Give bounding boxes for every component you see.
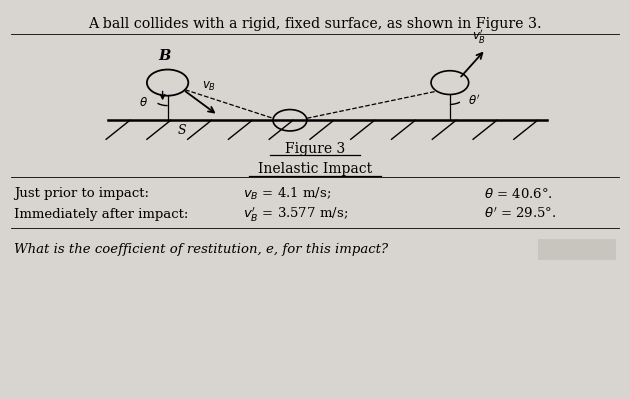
FancyBboxPatch shape — [537, 239, 616, 260]
Text: $v_B'$ = 3.577 m/s;: $v_B'$ = 3.577 m/s; — [243, 205, 348, 223]
Text: $v_B$: $v_B$ — [202, 80, 216, 93]
Text: Just prior to impact:: Just prior to impact: — [14, 187, 149, 200]
Text: $\theta$: $\theta$ — [139, 96, 148, 109]
Text: Immediately after impact:: Immediately after impact: — [14, 207, 188, 221]
Text: Figure 3: Figure 3 — [285, 142, 345, 156]
Text: $\theta'$: $\theta'$ — [467, 94, 480, 109]
Text: $\theta$ = 40.6°.: $\theta$ = 40.6°. — [484, 187, 553, 201]
Text: S: S — [178, 124, 186, 137]
Text: $\theta'$ = 29.5°.: $\theta'$ = 29.5°. — [484, 207, 557, 221]
Text: $v_B$ = 4.1 m/s;: $v_B$ = 4.1 m/s; — [243, 186, 331, 201]
Text: A ball collides with a rigid, fixed surface, as shown in Figure 3.: A ball collides with a rigid, fixed surf… — [88, 17, 542, 31]
Text: Inelastic Impact: Inelastic Impact — [258, 162, 372, 176]
Text: What is the coefficient of restitution, e, for this impact?: What is the coefficient of restitution, … — [14, 243, 388, 255]
Text: $v_B'$: $v_B'$ — [472, 28, 486, 45]
Text: B: B — [158, 49, 171, 63]
